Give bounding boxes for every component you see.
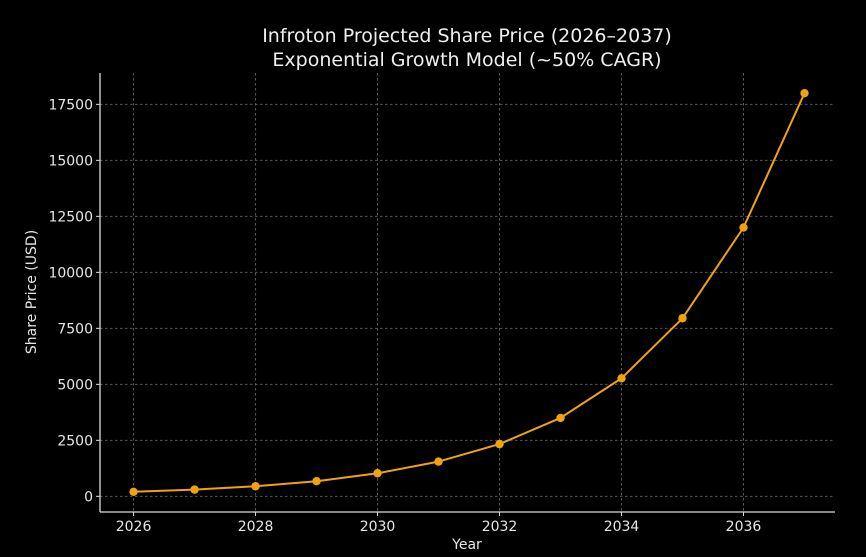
y-tick-label: 12500	[48, 209, 93, 225]
data-point	[251, 482, 260, 491]
data-point	[434, 457, 443, 466]
x-tick-label: 2028	[238, 519, 274, 535]
chart-title: Infroton Projected Share Price (2026–203…	[262, 25, 672, 47]
series-layer	[129, 88, 809, 497]
x-tick-label: 2026	[116, 519, 152, 535]
chart-subtitle: Exponential Growth Model (~50% CAGR)	[272, 49, 661, 71]
x-ticks: 2026 2028 2030 2032 2034 2036	[116, 512, 762, 535]
y-tick-label: 7500	[57, 321, 93, 337]
data-point	[617, 374, 626, 383]
series-line	[133, 92, 806, 493]
y-tick-label: 10000	[48, 265, 93, 281]
y-tick-label: 15000	[48, 153, 93, 169]
x-tick-label: 2030	[360, 519, 396, 535]
y-tick-label: 0	[84, 489, 93, 505]
data-point	[739, 223, 748, 232]
x-tick-label: 2034	[604, 519, 640, 535]
grid-lines	[100, 73, 835, 512]
data-point	[312, 477, 321, 486]
y-axis-label: Share Price (USD)	[24, 230, 40, 354]
axes	[99, 73, 835, 513]
y-tick-label: 5000	[57, 377, 93, 393]
y-tick-label: 17500	[48, 97, 93, 113]
y-tick-label: 2500	[57, 433, 93, 449]
y-ticks: 0 2500 5000 7500 10000 12500 15000 17500	[48, 97, 100, 505]
data-point	[556, 413, 565, 423]
x-tick-label: 2036	[726, 519, 762, 535]
data-point	[373, 469, 382, 478]
data-point	[129, 487, 138, 497]
data-point	[678, 314, 687, 323]
data-point	[190, 485, 199, 494]
x-axis-label: Year	[451, 537, 482, 553]
x-tick-label: 2032	[482, 519, 518, 535]
data-point	[800, 88, 809, 98]
data-point	[495, 439, 504, 449]
